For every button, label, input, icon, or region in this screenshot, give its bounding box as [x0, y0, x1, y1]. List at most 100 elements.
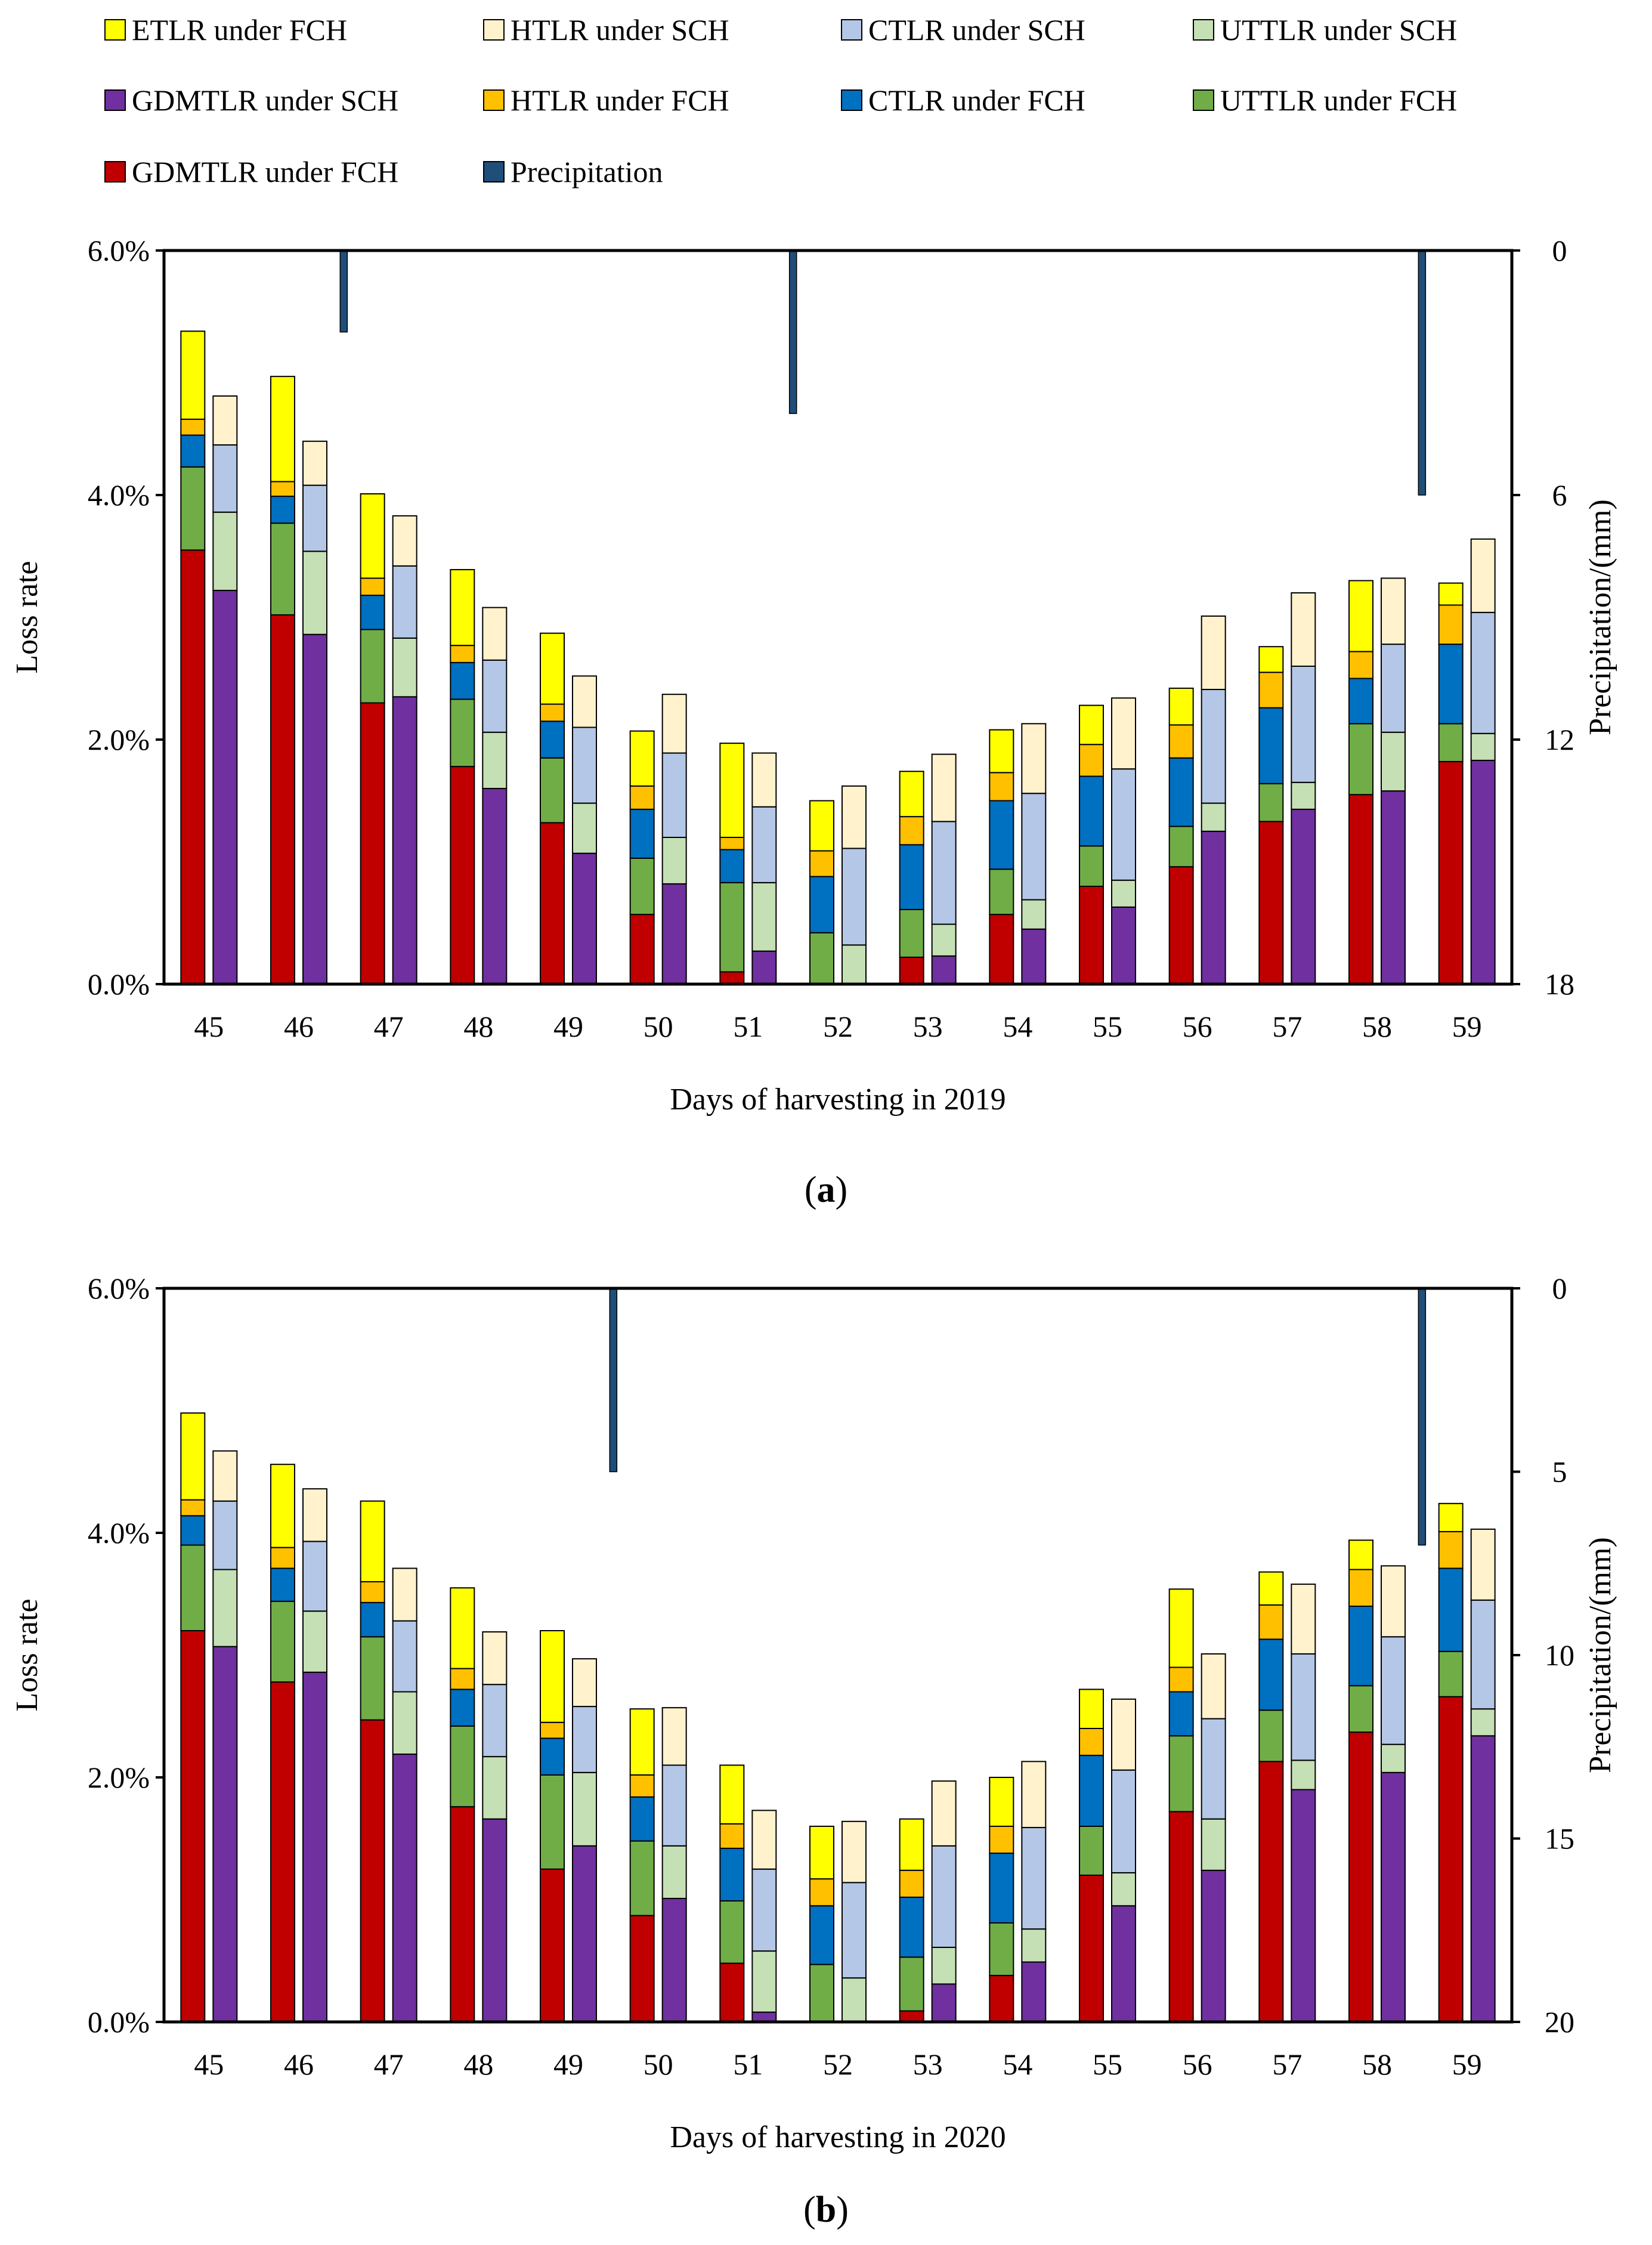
fch-bar-segment — [1258, 1761, 1284, 2023]
fch-bar-segment — [270, 496, 295, 524]
fch-bar-segment — [450, 698, 475, 768]
x-tick-label: 47 — [374, 1010, 404, 1043]
sch-bar-segment — [1381, 1636, 1406, 1745]
fch-bar-segment — [360, 1601, 385, 1638]
sch-bar-segment — [1291, 1789, 1316, 2023]
sch-bar-segment — [1111, 1872, 1136, 1907]
x-axis-label: Days of harvesting in 2020 — [670, 2120, 1006, 2154]
sch-bar-segment — [1201, 1653, 1226, 1720]
fch-bar-segment — [1079, 886, 1104, 985]
fch-bar-segment — [540, 822, 565, 985]
fch-bar-segment — [1348, 1606, 1373, 1687]
x-tick-label: 56 — [1183, 1010, 1212, 1043]
legend-swatch — [841, 19, 862, 41]
sch-bar-segment — [1291, 1584, 1316, 1655]
x-tick-label: 52 — [823, 2048, 853, 2081]
fch-bar-segment — [540, 757, 565, 824]
sch-bar-segment — [1381, 731, 1406, 792]
sch-bar-segment — [392, 1754, 417, 2023]
fch-bar-segment — [989, 800, 1014, 870]
fch-bar-segment — [1079, 704, 1104, 746]
fch-bar-segment — [899, 956, 924, 985]
sch-bar-segment — [661, 1845, 687, 1899]
sch-bar-segment — [931, 753, 957, 822]
x-tick-label: 53 — [913, 2048, 943, 2081]
fch-bar-segment — [1258, 707, 1284, 784]
legend-item: ETLR under FCH — [104, 12, 347, 48]
y-tick-label: 6.0% — [88, 234, 150, 267]
sch-bar-segment — [392, 696, 417, 985]
sch-bar-segment — [302, 1488, 327, 1542]
fch-bar-segment — [1438, 604, 1464, 645]
sch-bar-segment — [751, 752, 777, 808]
x-tick-label: 50 — [644, 2048, 673, 2081]
sch-bar-segment — [572, 802, 597, 854]
fch-bar-segment — [629, 785, 655, 810]
legend-item: GDMTLR under SCH — [104, 82, 398, 118]
legend-label: CTLR under SCH — [868, 13, 1085, 47]
x-tick-label: 45 — [194, 2048, 224, 2081]
fch-bar-segment — [719, 837, 745, 851]
sch-bar-segment — [751, 1810, 777, 1870]
sch-bar-segment — [931, 955, 957, 985]
legend-item: CTLR under FCH — [841, 82, 1085, 118]
x-tick-label: 57 — [1272, 2048, 1302, 2081]
legend-label: CTLR under FCH — [868, 84, 1085, 117]
legend-label: HTLR under SCH — [511, 13, 729, 47]
fch-bar-segment — [629, 857, 655, 916]
fch-bar-segment — [719, 1847, 745, 1902]
sch-bar-segment — [1201, 1818, 1226, 1871]
fch-bar-segment — [1258, 783, 1284, 822]
fch-bar-segment — [989, 729, 1014, 774]
fch-bar-segment — [809, 876, 834, 933]
sch-bar-segment — [1021, 1928, 1047, 1963]
fch-bar-segment — [1438, 1530, 1464, 1569]
precipitation-bar — [788, 250, 797, 415]
sch-bar-segment — [1470, 1528, 1496, 1601]
sch-bar-segment — [212, 444, 238, 513]
sch-bar-segment — [1381, 1771, 1406, 2023]
x-tick-label: 53 — [913, 1010, 943, 1043]
sch-bar-segment — [751, 950, 777, 985]
sch-bar-segment — [661, 1707, 687, 1766]
y2-tick-label: 12 — [1545, 723, 1574, 756]
fch-bar-segment — [989, 1975, 1014, 2023]
fch-bar-segment — [180, 1544, 206, 1631]
legend-swatch — [104, 89, 126, 111]
sch-bar-segment — [661, 883, 687, 985]
plot-frame — [162, 249, 1514, 986]
x-tick-label: 50 — [644, 1010, 673, 1043]
sch-bar-segment — [1021, 793, 1047, 901]
fch-bar-segment — [1079, 775, 1104, 847]
sch-bar-segment — [1291, 1653, 1316, 1761]
x-tick-label: 46 — [284, 1010, 314, 1043]
sch-bar-segment — [482, 659, 508, 733]
y2-tick-label: 18 — [1545, 967, 1574, 1001]
sch-bar-segment — [302, 1671, 327, 2023]
fch-bar-segment — [360, 1581, 385, 1603]
fch-bar-segment — [1168, 724, 1194, 759]
fch-bar-segment — [629, 1708, 655, 1776]
sch-bar-segment — [751, 1868, 777, 1952]
fch-bar-segment — [180, 1515, 206, 1546]
fch-bar-segment — [629, 1774, 655, 1798]
sch-bar-segment — [661, 1764, 687, 1847]
fch-bar-segment — [540, 1868, 565, 2023]
sch-bar-segment — [1111, 768, 1136, 881]
fch-bar-segment — [899, 1869, 924, 1898]
sch-bar-segment — [751, 882, 777, 952]
sch-bar-segment — [1291, 1759, 1316, 1791]
y2-tick-label: 6 — [1552, 478, 1567, 512]
y2-tick-label: 5 — [1552, 1455, 1567, 1489]
sch-bar-segment — [1470, 1708, 1496, 1737]
sch-bar-segment — [1111, 879, 1136, 908]
y-tick-label: 0.0% — [88, 2005, 150, 2039]
fch-bar-segment — [809, 1878, 834, 1907]
sch-bar-segment — [392, 1567, 417, 1622]
sch-bar-segment — [1470, 1599, 1496, 1710]
sch-bar-segment — [1201, 688, 1226, 804]
sch-bar-segment — [931, 923, 957, 957]
sch-bar-segment — [931, 821, 957, 925]
legend-swatch — [483, 19, 505, 41]
sch-bar-segment — [302, 551, 327, 635]
